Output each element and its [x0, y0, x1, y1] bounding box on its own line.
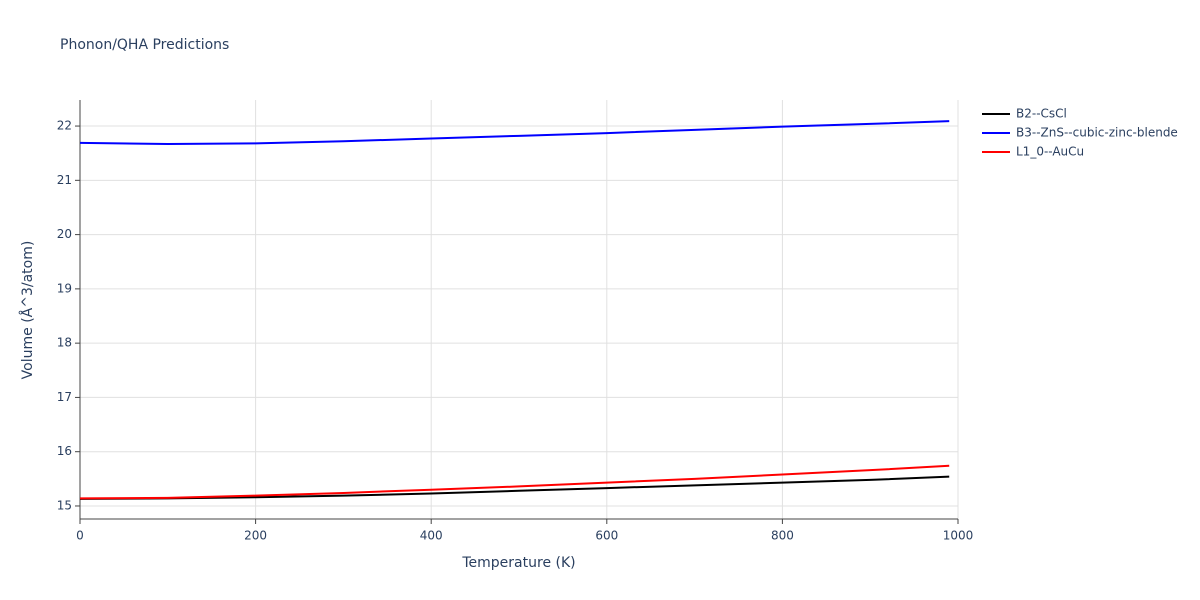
x-axis-title: Temperature (K)	[461, 555, 575, 571]
legend-label: B2--CsCl	[1016, 107, 1067, 121]
x-tick-label: 800	[771, 529, 794, 543]
x-tick-label: 1000	[943, 529, 974, 543]
series-line	[79, 464, 950, 500]
x-tick-label: 400	[420, 529, 443, 543]
y-axis-title: Volume (Å^3/atom)	[19, 241, 36, 380]
chart-title: Phonon/QHA Predictions	[60, 37, 229, 53]
legend-label: B3--ZnS--cubic-zinc-blende	[1016, 126, 1178, 140]
y-tick-label: 19	[57, 281, 72, 295]
x-tick-label: 600	[595, 529, 618, 543]
y-tick-label: 18	[57, 336, 72, 350]
series-line	[79, 120, 950, 145]
x-tick-label: 200	[244, 529, 267, 543]
y-tick-label: 17	[57, 390, 72, 404]
legend-label: L1_0--AuCu	[1016, 145, 1084, 159]
y-tick-label: 20	[57, 227, 72, 241]
y-tick-label: 15	[57, 498, 72, 512]
y-tick-label: 21	[57, 173, 72, 187]
series-line	[79, 475, 950, 500]
y-tick-label: 22	[57, 119, 72, 133]
y-tick-label: 16	[57, 444, 72, 458]
x-tick-label: 0	[76, 529, 84, 543]
